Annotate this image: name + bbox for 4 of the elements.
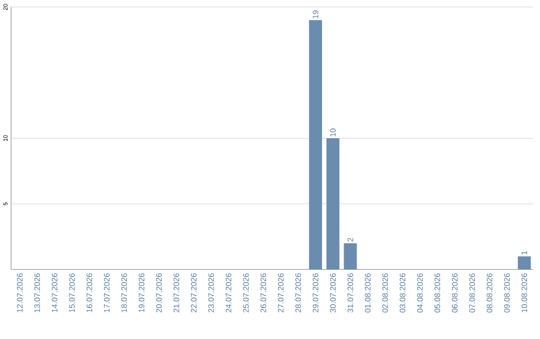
bar (518, 256, 531, 270)
bar (326, 138, 340, 270)
bar (344, 243, 357, 270)
bar (309, 20, 322, 270)
